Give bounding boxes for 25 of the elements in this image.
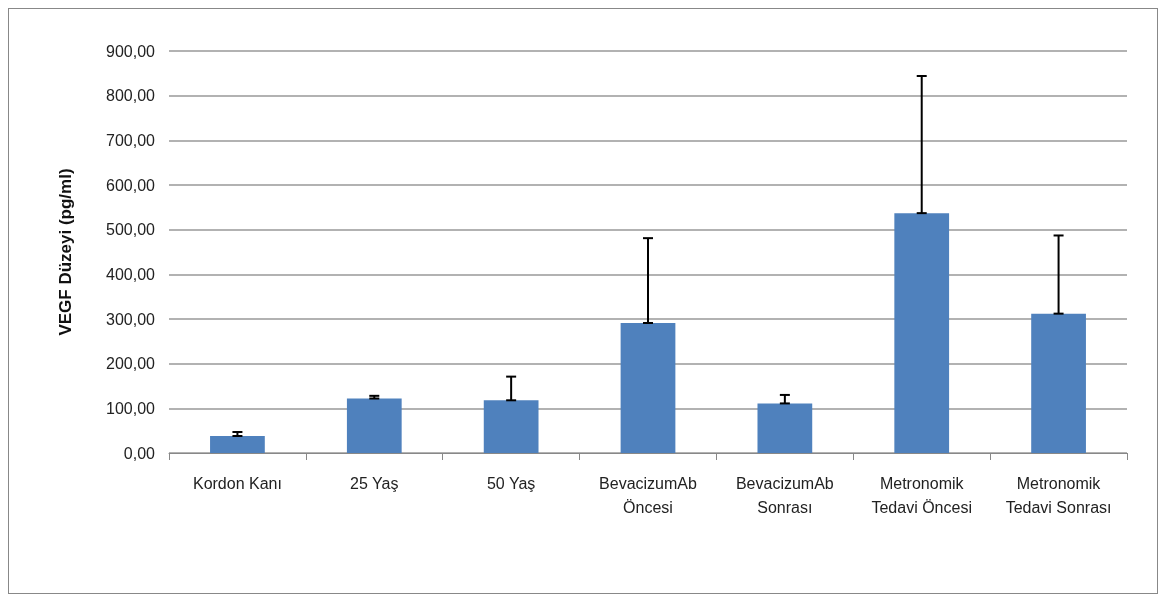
y-tick-label: 600,00 [106,176,156,194]
y-tick-label: 800,00 [106,87,156,105]
x-tick-label: BevacizumAb Öncesi [599,474,698,516]
y-tick-label: 100,00 [106,399,156,417]
y-tick-label: 500,00 [106,221,156,239]
bar [483,400,539,453]
bar [894,213,950,453]
y-tick-label: 200,00 [106,355,156,373]
y-tick-label: 700,00 [106,131,156,149]
x-tick-label: Metronomik Tedavi Öncesi [871,474,972,516]
y-tick-label: 300,00 [106,310,156,328]
y-axis-title: VEGF Düzeyi (pg/ml) [56,168,75,336]
bar [757,403,813,453]
y-tick-label: 0,00 [123,444,156,462]
bar [210,436,265,453]
bar [1031,313,1086,453]
x-tick-label: 25 Yaş [350,474,399,492]
x-tick-label: 50 Yaş [486,474,536,492]
y-tick-label: 400,00 [106,265,156,283]
x-tick-label: Kordon Kanı [192,474,282,492]
x-tick-label: BevacizumAb Sonrası [735,474,834,516]
bar [620,323,676,453]
y-tick-label: 900,00 [106,42,156,60]
bar [346,398,402,453]
x-tick-label: Metronomik Tedavi Sonrası [1005,474,1112,516]
